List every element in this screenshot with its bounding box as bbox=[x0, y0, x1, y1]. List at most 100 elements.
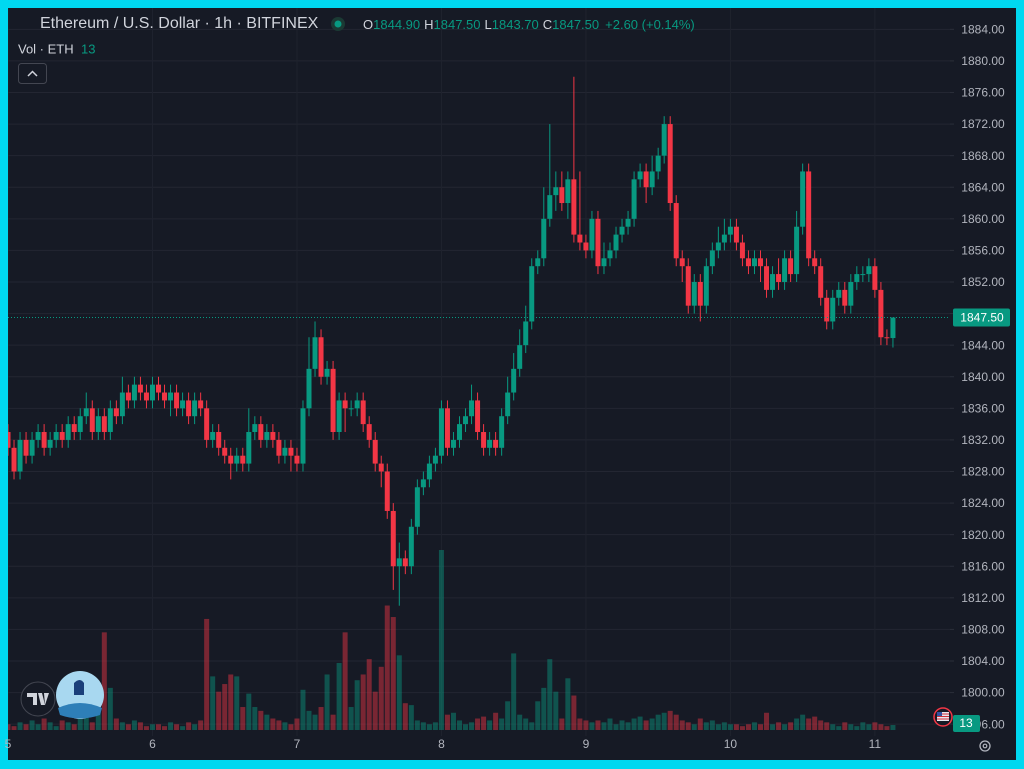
volume-bar bbox=[758, 724, 763, 730]
volume-bar bbox=[23, 724, 29, 730]
volume-bar bbox=[595, 720, 601, 730]
volume-bar bbox=[733, 724, 739, 730]
volume-bar bbox=[426, 724, 432, 730]
settings-icon[interactable] bbox=[979, 740, 991, 752]
candle-body bbox=[336, 400, 342, 433]
candle-body bbox=[655, 155, 661, 172]
candle-body bbox=[276, 439, 282, 456]
candle-body bbox=[691, 281, 697, 306]
volume-bar bbox=[848, 724, 854, 730]
y-tick-label: 1876.00 bbox=[961, 86, 1005, 100]
volume-bar bbox=[137, 722, 143, 730]
volume-bar bbox=[697, 718, 703, 730]
volume-bar bbox=[505, 701, 511, 730]
last-price-label: 1847.50 bbox=[960, 311, 1004, 325]
candle-body bbox=[830, 297, 836, 322]
candle-body bbox=[47, 439, 53, 448]
volume-bar bbox=[691, 724, 697, 730]
volume-bar bbox=[643, 720, 649, 730]
candle-body bbox=[360, 400, 366, 425]
candle-body bbox=[619, 226, 625, 235]
candle-body bbox=[836, 289, 842, 298]
y-tick-label: 1856.00 bbox=[961, 244, 1005, 258]
y-tick-label: 1828.00 bbox=[961, 465, 1005, 479]
candle-body bbox=[679, 258, 685, 267]
candle-body bbox=[745, 258, 751, 267]
x-tick-label: 9 bbox=[583, 737, 590, 751]
candle-body bbox=[541, 218, 547, 259]
volume-badge bbox=[953, 715, 980, 732]
candle-body bbox=[29, 439, 35, 456]
volume-bar bbox=[384, 605, 390, 730]
volume-bar bbox=[667, 710, 673, 730]
volume-bar bbox=[420, 722, 426, 730]
candle-body bbox=[324, 368, 330, 377]
candle-body bbox=[842, 289, 848, 306]
candle-body bbox=[601, 258, 607, 267]
candle-body bbox=[667, 124, 673, 204]
volume-bar bbox=[872, 722, 878, 730]
y-tick-label: 1872.00 bbox=[961, 117, 1005, 131]
volume-bar bbox=[432, 722, 438, 730]
o-value: 1844.90 bbox=[373, 17, 420, 32]
c-value: 1847.50 bbox=[552, 17, 599, 32]
volume-bar bbox=[240, 707, 246, 730]
candle-body bbox=[77, 416, 83, 433]
volume-bar bbox=[878, 724, 884, 730]
ohlc-legend: O1844.90 H1847.50 L1843.70 C1847.50 +2.60 (+… bbox=[363, 17, 695, 32]
volume-bar bbox=[860, 722, 866, 730]
candle-body bbox=[571, 179, 577, 235]
volume-bar bbox=[511, 653, 517, 730]
candle-body bbox=[776, 274, 782, 282]
candle-body bbox=[523, 321, 529, 346]
candle-body bbox=[252, 424, 258, 433]
candle-body bbox=[390, 510, 396, 567]
volume-bar bbox=[475, 718, 481, 730]
chevron-icon bbox=[27, 70, 38, 77]
candle-body bbox=[643, 171, 649, 188]
volume-bar bbox=[89, 722, 95, 730]
logo-icon bbox=[27, 693, 49, 705]
volume-bar bbox=[631, 718, 637, 730]
candle-body bbox=[95, 416, 101, 433]
candle-body bbox=[270, 432, 276, 440]
l-label: L bbox=[485, 17, 492, 32]
volume-bar bbox=[156, 724, 161, 730]
volume-bar bbox=[35, 724, 41, 730]
volume-pane bbox=[8, 550, 896, 730]
volume-bar bbox=[463, 724, 469, 730]
candle-body bbox=[511, 368, 517, 393]
candle-body bbox=[715, 242, 721, 251]
y-tick-label: 1804.00 bbox=[961, 654, 1005, 668]
candle-body bbox=[288, 447, 294, 456]
candle-body bbox=[41, 432, 47, 448]
volume-bar bbox=[390, 617, 396, 730]
volume-bar bbox=[222, 684, 228, 730]
volume-bar bbox=[529, 722, 535, 730]
collapse-button[interactable] bbox=[18, 63, 47, 84]
candle-body bbox=[709, 250, 715, 267]
volume-bar bbox=[715, 724, 721, 730]
candle-body bbox=[697, 281, 703, 306]
volume-bar bbox=[258, 710, 264, 730]
candle-body bbox=[703, 266, 709, 306]
volume-bar bbox=[709, 720, 715, 730]
volume-bar bbox=[842, 722, 848, 730]
candle-body bbox=[396, 558, 402, 567]
price-axis: 1796.001800.001804.001808.001812.001816.… bbox=[950, 22, 1005, 731]
volume-bar bbox=[408, 705, 414, 730]
candle-body bbox=[228, 455, 234, 464]
h-label: H bbox=[424, 17, 433, 32]
y-tick-label: 1884.00 bbox=[961, 22, 1005, 36]
candle-body bbox=[234, 455, 240, 464]
y-tick-label: 1824.00 bbox=[961, 496, 1005, 510]
candle-body bbox=[23, 439, 29, 456]
volume-bar bbox=[487, 720, 493, 730]
candle-body bbox=[463, 416, 469, 425]
candle-body bbox=[294, 455, 300, 464]
flag-canton bbox=[937, 712, 942, 716]
x-tick-label: 6 bbox=[149, 737, 156, 751]
candle-body bbox=[800, 171, 806, 227]
logo-badge[interactable] bbox=[20, 681, 56, 717]
volume-bar bbox=[174, 724, 180, 730]
